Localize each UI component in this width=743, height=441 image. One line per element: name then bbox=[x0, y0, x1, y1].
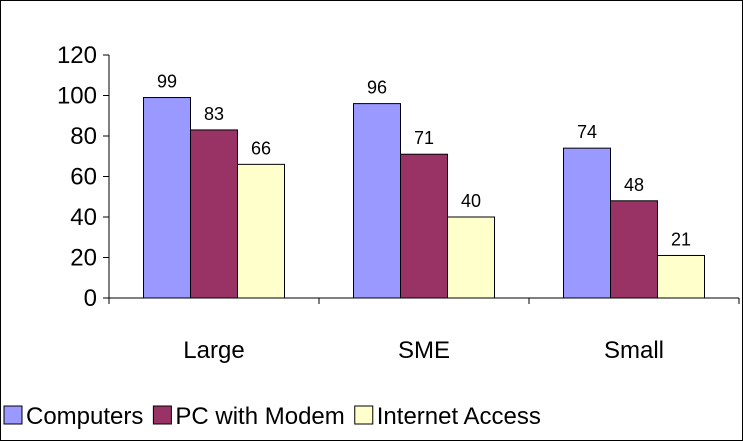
legend-swatch bbox=[354, 405, 374, 425]
bar-internet-access bbox=[447, 216, 495, 299]
bar-pc-with-modem bbox=[190, 129, 238, 299]
y-axis: 0 20 40 60 80 100 120 bbox=[57, 42, 110, 312]
legend: Computers PC with Modem Internet Access bbox=[3, 403, 541, 430]
bar-computers bbox=[143, 97, 191, 299]
y-tick-label: 20 bbox=[70, 245, 97, 272]
bar-computers bbox=[563, 147, 611, 299]
data-label: 48 bbox=[624, 175, 644, 195]
legend-swatch bbox=[3, 405, 23, 425]
data-label: 40 bbox=[461, 191, 481, 211]
data-label: 99 bbox=[157, 72, 177, 92]
y-tick-label: 80 bbox=[70, 123, 97, 150]
y-tick-label: 100 bbox=[57, 83, 97, 110]
category-label: SME bbox=[398, 337, 450, 364]
data-label: 74 bbox=[577, 122, 597, 142]
bar-computers bbox=[353, 103, 401, 299]
y-tick-label: 0 bbox=[84, 285, 97, 312]
legend-label: Computers bbox=[26, 403, 143, 430]
legend-label: PC with Modem bbox=[175, 403, 344, 430]
bars bbox=[143, 97, 705, 299]
data-labels: 99 96 74 83 71 48 66 40 21 bbox=[157, 72, 691, 250]
bar-pc-with-modem bbox=[610, 200, 658, 299]
y-tick-label: 40 bbox=[70, 204, 97, 231]
y-tick-label: 60 bbox=[70, 164, 97, 191]
data-label: 66 bbox=[251, 138, 271, 158]
y-tick-label: 120 bbox=[57, 42, 97, 69]
legend-swatch bbox=[152, 405, 172, 425]
data-label: 21 bbox=[671, 229, 691, 249]
data-label: 96 bbox=[367, 78, 387, 98]
category-label: Small bbox=[604, 337, 664, 364]
bar-pc-with-modem bbox=[400, 153, 448, 299]
data-label: 83 bbox=[204, 104, 224, 124]
bar-internet-access bbox=[657, 254, 705, 299]
legend-label: Internet Access bbox=[377, 403, 541, 430]
category-label: Large bbox=[183, 337, 244, 364]
data-label: 71 bbox=[414, 128, 434, 148]
bar-internet-access bbox=[237, 163, 285, 299]
